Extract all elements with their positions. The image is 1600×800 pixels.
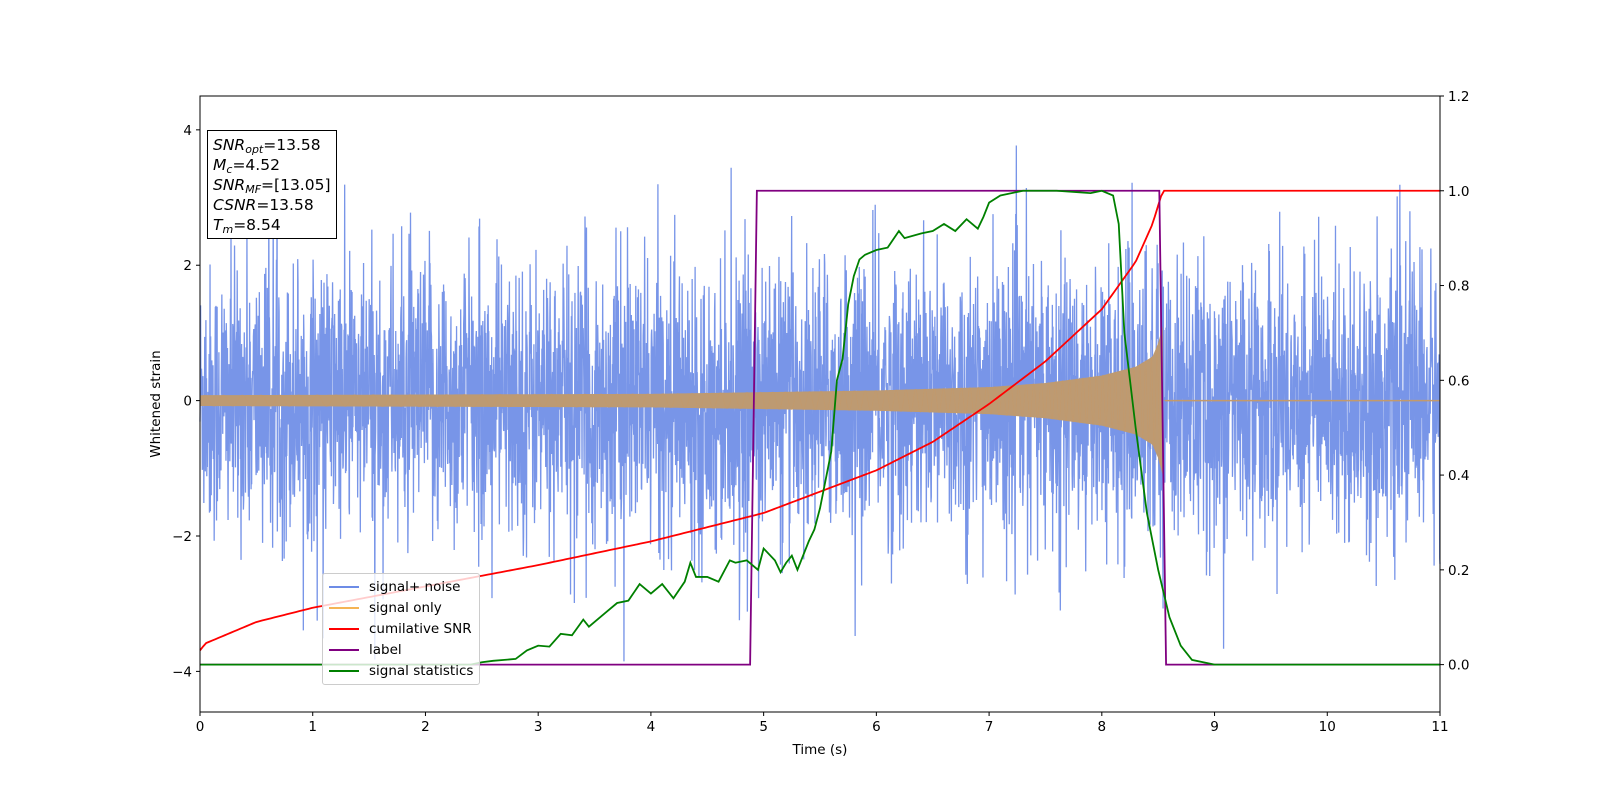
signal-statistics-line [200,189,1440,666]
y-tick-label-left: 0 [183,394,192,410]
x-tick-label: 8 [1098,719,1107,735]
y-tick-label-right: 0.0 [1448,658,1469,674]
y-tick-label-left: −2 [172,529,192,545]
y-tick-label-right: 0.8 [1448,279,1469,295]
plot-frame [199,95,1441,713]
legend-label: signal only [369,600,442,617]
info-snr-opt: SNRopt=13.58 [213,136,321,156]
legend-label: signal+ noise [369,579,461,596]
legend-swatch [329,607,359,610]
legend: signal+ noise signal only cumilative SNR… [322,573,481,685]
x-tick-label: 4 [647,719,656,735]
y-tick-label-right: 1.0 [1448,184,1469,200]
x-tick-label: 2 [421,719,430,735]
y-tick-label-right: 0.2 [1448,563,1469,579]
legend-item-label: label [329,639,473,660]
legend-item-cumulative-snr: cumilative SNR [329,619,473,640]
y-axis-right: 0.0 0.2 0.4 0.6 0.8 1.0 1.2 [1440,89,1469,674]
legend-swatch [329,627,359,630]
series-signal-statistics [200,189,1440,666]
info-tm: Tm=8.54 [213,216,281,236]
x-tick-label: 11 [1431,719,1448,735]
legend-item-signal-noise: signal+ noise [329,577,473,598]
y-axis-left: −4 −2 0 2 4 [172,123,200,680]
info-csnr: CSNR=13.58 [213,196,314,214]
legend-label: label [369,641,402,658]
x-axis: 0 1 2 3 4 5 6 7 8 9 10 11 [196,712,1449,735]
x-tick-label: 6 [872,719,881,735]
y-tick-label-left: −4 [172,664,192,680]
y-axis-label: Whitened strain [148,350,164,457]
legend-swatch [329,586,359,589]
y-tick-label-left: 4 [183,123,192,139]
legend-label: signal statistics [369,662,474,679]
metrics-info-box: SNRopt=13.58 Mc=4.52 SNRMF=[13.05] CSNR=… [207,130,337,239]
series-signal-noise [199,139,1441,662]
x-tick-label: 9 [1210,719,1219,735]
x-tick-label: 5 [759,719,768,735]
y-tick-label-right: 0.6 [1448,373,1469,389]
y-tick-label-left: 2 [183,258,192,274]
legend-swatch [329,669,359,672]
y-tick-label-right: 1.2 [1448,89,1469,105]
signal-noise-line [199,139,1441,662]
legend-swatch [329,648,359,651]
x-axis-label: Time (s) [792,742,848,758]
series-signal-only [199,326,1440,476]
x-tick-label: 3 [534,719,543,735]
x-tick-label: 7 [985,719,994,735]
x-tick-label: 1 [308,719,317,735]
info-mc: Mc=4.52 [213,156,280,176]
x-tick-label: 0 [196,719,205,735]
legend-item-signal-statistics: signal statistics [329,660,473,681]
legend-label: cumilative SNR [369,620,472,637]
info-snr-mf: SNRMF=[13.05] [213,176,331,196]
y-tick-label-right: 0.4 [1448,468,1469,484]
legend-item-signal-only: signal only [329,598,473,619]
x-tick-label: 10 [1319,719,1336,735]
